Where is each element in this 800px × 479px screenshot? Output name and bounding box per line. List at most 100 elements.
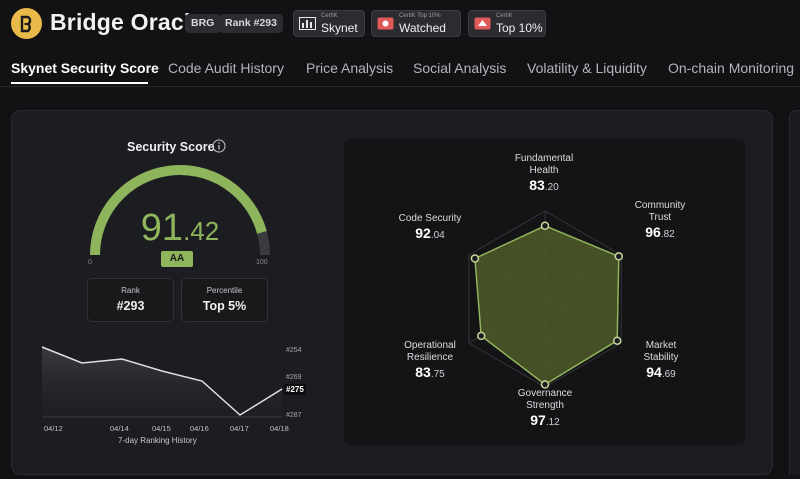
gauge-min-label: 0 [88,259,92,266]
radar-axis-market-stability: Market Stability 94.69 [623,340,699,381]
tab-skynet-security-score[interactable]: Skynet Security Score [11,60,159,76]
top-icon [474,17,491,30]
certik-watched-badge[interactable]: CertiK Top 10% Watched [371,10,461,37]
history-date: 04/17 [230,424,249,433]
skynet-value: Skynet [321,21,358,35]
axis-value: 97.12 [504,412,586,429]
radar-value-shape [474,224,620,386]
radar-axis-operational-resilience: Operational Resilience 83.75 [392,340,468,381]
tab-code-audit-history[interactable]: Code Audit History [168,60,284,76]
percentile-value: Top 5% [202,299,247,313]
security-score-value: 91.42 [0,207,360,250]
axis-value-int: 96 [645,224,661,240]
axis-name: Operational [404,340,456,351]
certik-top-caption: CertiK Top 10% [399,13,441,19]
info-icon[interactable] [212,139,226,153]
axis-name: Fundamental [514,153,574,164]
score-integer: 91 [140,207,184,249]
next-card-edge [789,110,800,475]
project-title: Bridge Oracle [50,9,204,35]
header: Bridge Oracle BRG Rank #293 CertiK Skyne… [0,0,800,48]
axis-name: Stability [643,352,679,363]
history-current-rank: #275 [284,384,306,395]
axis-value: 96.82 [619,224,701,241]
radar-point [540,221,550,231]
tab-onchain-monitoring[interactable]: On-chain Monitoring [668,60,795,76]
grade-badge: AA [161,251,193,267]
axis-value-dec: .69 [661,369,676,380]
ranking-history-label: 7-day Ranking History [118,436,197,445]
radar-point [612,336,622,345]
axis-value-int: 83 [415,364,431,380]
axis-name: Trust [648,212,672,223]
security-gauge [90,165,270,256]
history-area [42,347,282,417]
percentile-box: Percentile Top 5% [181,278,268,322]
axis-name: Health [529,165,559,176]
radar-point [476,331,486,341]
radar-axis-community-trust: Community Trust 96.82 [619,200,701,241]
history-date: 04/12 [44,424,63,433]
axis-value: 92.04 [388,225,472,242]
bridge-oracle-logo-icon [20,15,31,32]
axis-name: Governance [517,388,573,399]
tab-bar: Skynet Security Score Code Audit History… [0,58,800,86]
score-decimal: .42 [183,216,220,246]
axis-name: Strength [526,400,564,411]
axis-value-dec: .12 [545,417,560,428]
watched-icon [377,17,394,30]
axis-value: 83.20 [494,177,594,194]
radar-chart [468,210,624,389]
gauge-max-label: 100 [256,259,268,266]
certik-skynet-badge[interactable]: CertiK Skynet [293,10,365,37]
bridge-oracle-logo [11,8,42,39]
history-y-label-top: #254 [286,347,302,354]
history-date: 04/18 [270,424,289,433]
tab-price-analysis[interactable]: Price Analysis [306,60,394,76]
security-score-title: Security Score [127,140,215,154]
rank-label: Rank [121,286,140,295]
axis-value-dec: .20 [544,182,559,193]
ranking-history-chart [28,335,318,450]
top-value: Top 10% [496,21,543,35]
axis-name: Market [645,340,677,351]
history-y-label-bottom: #287 [286,412,302,419]
rank-box: Rank #293 [87,278,174,322]
rank-badge: Rank #293 [219,14,283,33]
axis-name: Community [634,200,686,211]
axis-value-dec: .82 [660,229,675,240]
axis-value-int: 97 [530,412,546,428]
tabs-divider [0,86,800,87]
axis-value-dec: .75 [430,369,445,380]
radar-axis-code-security: Code Security 92.04 [388,213,472,242]
axis-name: Resilience [406,352,454,363]
history-line [41,346,283,416]
tab-volatility-liquidity[interactable]: Volatility & Liquidity [527,60,647,76]
radar-point [614,252,624,261]
skynet-icon [299,17,316,30]
axis-value: 83.75 [392,364,468,381]
symbol-badge: BRG [185,14,221,33]
gauge-fill [90,165,267,256]
axis-value-int: 94 [646,364,662,380]
radar-points [470,221,624,389]
percentile-label: Percentile [206,286,243,295]
axis-value: 94.69 [623,364,699,381]
axis-name: Code Security [398,213,462,224]
certik-top-badge[interactable]: CertiK Top 10% [468,10,546,37]
radar-point [470,254,480,263]
history-date: 04/16 [190,424,209,433]
watched-value: Watched [399,21,446,35]
axis-value-int: 83 [529,177,545,193]
history-date: 04/15 [152,424,171,433]
certik-caption: CertiK [321,13,338,19]
active-tab-indicator [11,82,148,84]
axis-value-int: 92 [415,225,431,241]
radar-point [540,380,550,389]
rank-value: #293 [116,299,145,313]
history-date: 04/14 [110,424,129,433]
certik-caption: CertiK [496,13,513,19]
tab-social-analysis[interactable]: Social Analysis [413,60,507,76]
radar-axis-governance-strength: Governance Strength 97.12 [504,388,586,429]
axis-value-dec: .04 [430,230,445,241]
